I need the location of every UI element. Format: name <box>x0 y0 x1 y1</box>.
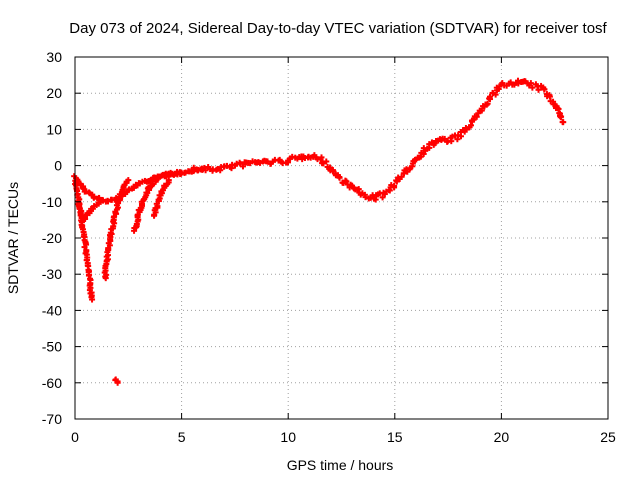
data-point <box>398 173 405 180</box>
x-axis-label: GPS time / hours <box>287 457 394 473</box>
data-point <box>343 178 350 185</box>
data-point <box>97 198 104 205</box>
y-tick-label: -50 <box>42 339 62 355</box>
data-point <box>420 150 427 157</box>
x-tick-label: 20 <box>494 429 510 445</box>
chart-title: Day 073 of 2024, Sidereal Day-to-day VTE… <box>69 20 607 37</box>
data-point <box>558 113 565 120</box>
x-tick-label: 10 <box>280 429 296 445</box>
series-main-trend <box>188 77 567 203</box>
y-tick-label: 20 <box>46 85 62 101</box>
data-point <box>114 379 121 386</box>
x-tick-label: 15 <box>387 429 403 445</box>
data-point <box>527 80 534 87</box>
series-early-arc-6 <box>74 198 104 223</box>
data-point <box>199 166 206 173</box>
x-tick-label: 25 <box>600 429 616 445</box>
y-tick-label: -20 <box>42 230 62 246</box>
data-point <box>323 158 330 165</box>
data-point <box>239 163 246 170</box>
data-point <box>535 86 542 93</box>
data-point <box>473 113 480 120</box>
y-axis-label: SDTVAR / TECUs <box>5 182 21 294</box>
series-early-arc-5 <box>151 177 172 219</box>
y-tick-label: -60 <box>42 375 62 391</box>
data-point <box>541 86 548 93</box>
data-point <box>362 194 369 201</box>
series-early-arc-4 <box>131 168 185 234</box>
data-point <box>318 154 325 161</box>
x-tick-labels: 0 5 10 15 20 25 <box>71 57 616 445</box>
data-point <box>448 138 455 145</box>
data-points <box>71 77 567 386</box>
data-point <box>178 169 185 176</box>
plot-frame <box>74 56 609 420</box>
x-tick-label: 5 <box>178 429 186 445</box>
data-point <box>336 174 343 181</box>
data-point <box>156 173 163 180</box>
y-tick-label: 0 <box>54 158 62 174</box>
y-tick-label: 10 <box>46 121 62 137</box>
data-point <box>96 195 103 202</box>
y-tick-label: -40 <box>42 302 62 318</box>
series-early-arc-3 <box>101 177 132 282</box>
data-point <box>492 91 499 98</box>
data-point <box>125 177 132 184</box>
x-tick-label: 0 <box>71 429 79 445</box>
data-point <box>478 107 485 114</box>
data-point <box>165 177 172 184</box>
y-tick-label: -70 <box>42 411 62 427</box>
y-tick-label: -10 <box>42 194 62 210</box>
data-point <box>529 84 536 91</box>
data-point <box>560 119 567 126</box>
data-point <box>81 244 88 251</box>
series-early-arc-2 <box>71 165 206 205</box>
data-point <box>104 198 111 205</box>
data-point <box>391 182 398 189</box>
series-outlier <box>112 376 121 386</box>
y-tick-label: -30 <box>42 266 62 282</box>
data-point <box>486 96 493 103</box>
y-tick-labels: 30 20 10 0 -10 -20 -30 -40 -50 -60 -70 <box>42 49 608 427</box>
data-point <box>89 296 96 303</box>
data-point <box>285 159 292 166</box>
grid-lines <box>75 57 608 419</box>
data-point <box>484 100 491 107</box>
y-tick-label: 30 <box>46 49 62 65</box>
data-point <box>85 272 92 279</box>
data-point <box>470 116 477 123</box>
data-point <box>489 89 496 96</box>
